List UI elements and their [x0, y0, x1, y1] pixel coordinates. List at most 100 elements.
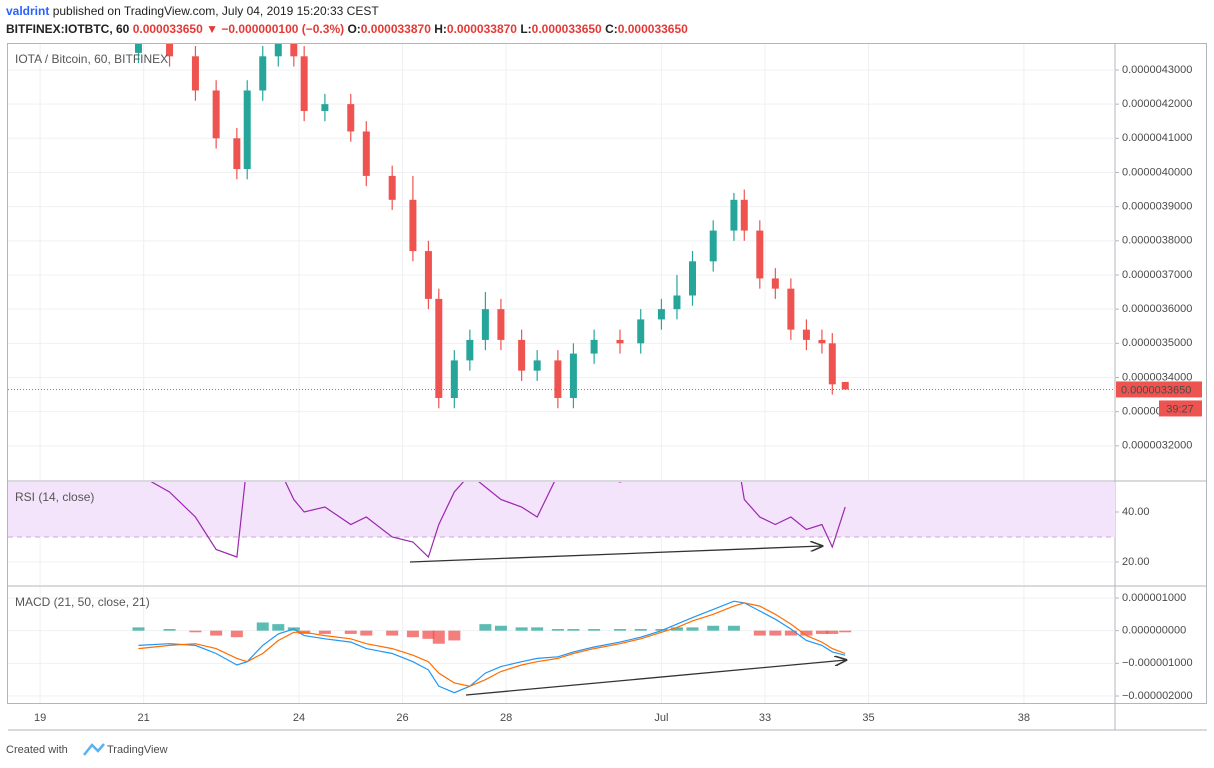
histogram-bar [769, 630, 782, 636]
candle-body [259, 56, 267, 91]
candle-body [771, 278, 779, 289]
ohlc-label: H: [434, 22, 447, 36]
histogram-bar [655, 629, 668, 631]
histogram-bar [494, 625, 507, 631]
ohlc-value: 0.000033870 [361, 22, 431, 36]
histogram-bar [815, 630, 828, 634]
candle-body [828, 343, 836, 385]
header-line-2: BITFINEX:IOTBTC, 60 0.000033650 ▼ −0.000… [6, 22, 688, 36]
header-line-1: valdrint published on TradingView.com, J… [6, 4, 379, 18]
candle-body [166, 44, 174, 57]
histogram-bar [432, 630, 445, 644]
y-tick-label: 0.0000037000 [1122, 269, 1192, 281]
rsi-band [8, 482, 1115, 537]
panel-title: RSI (14, close) [15, 490, 94, 504]
ohlc-label: O: [347, 22, 360, 36]
last-price-tag [1116, 381, 1202, 398]
footer-brand[interactable]: TradingView [107, 744, 168, 756]
histogram-bar [515, 627, 528, 631]
histogram-bar [163, 629, 176, 631]
y-tick-label: −0.000002000 [1122, 690, 1193, 702]
candle-body [688, 261, 696, 296]
histogram-bar [230, 630, 243, 638]
candle-body [740, 199, 748, 231]
candle-body [321, 104, 329, 111]
histogram-bar [132, 627, 145, 631]
histogram-bar [567, 629, 580, 631]
candle-body [802, 329, 810, 340]
histogram-bar [800, 630, 813, 636]
panel-title: MACD (21, 50, close, 21) [15, 595, 150, 609]
y-tick-label: 0.0000042000 [1122, 98, 1192, 110]
histogram-bar [479, 624, 492, 631]
histogram-bar [707, 625, 720, 631]
candle-body [362, 131, 370, 176]
histogram-bar [210, 630, 223, 636]
author: valdrint [6, 4, 49, 18]
ohlc-value: 0.000033870 [447, 22, 517, 36]
y-tick-label: 0.0000036000 [1122, 303, 1192, 315]
price-panel [8, 44, 1115, 409]
divergence-arrow [409, 546, 822, 563]
candle-body [657, 309, 665, 320]
rsi-panel [8, 482, 1115, 559]
histogram-bar [360, 630, 373, 636]
series-line [138, 600, 846, 694]
candle-body [435, 298, 443, 398]
histogram-bar [634, 629, 647, 631]
candle-body [730, 199, 738, 231]
countdown: 39:27 [1166, 403, 1194, 415]
symbol: BITFINEX:IOTBTC, 60 [6, 22, 130, 36]
x-tick-label: Jul [654, 712, 668, 724]
candle-body [300, 56, 308, 111]
candle-body [388, 175, 396, 200]
y-tick-label: 20.00 [1122, 556, 1150, 568]
ohlc-value: 0.000033650 [618, 22, 688, 36]
candle-body [497, 309, 505, 340]
histogram-bar [256, 622, 269, 631]
y-tick-label: 0.0000041000 [1122, 132, 1192, 144]
x-tick-label: 21 [138, 712, 150, 724]
last-price-label: 0.0000033650 [1121, 384, 1191, 396]
histogram-bar [614, 629, 627, 631]
y-tick-label: 0.0000038000 [1122, 235, 1192, 247]
histogram-bar [422, 630, 435, 639]
y-tick-label: 40.00 [1122, 506, 1150, 518]
histogram-bar [406, 630, 419, 638]
candle-body [424, 251, 432, 299]
brand-logo [83, 743, 105, 756]
candle-body [569, 353, 577, 398]
candle-body [590, 339, 598, 354]
candle-body [841, 381, 849, 390]
panel-title: IOTA / Bitcoin, 60, BITFINEX [15, 52, 168, 66]
histogram-bar [839, 630, 852, 633]
last: 0.000033650 [133, 22, 203, 36]
candle-body [243, 90, 251, 170]
frame [7, 43, 1207, 704]
candle-body [233, 138, 241, 170]
histogram-bar [588, 629, 601, 631]
y-tick-label: 0.0000034000 [1122, 371, 1192, 383]
histogram-bar [784, 630, 797, 636]
ohlc-label: L: [520, 22, 531, 36]
candle-body [554, 360, 562, 398]
candle-body [756, 230, 764, 279]
footer-text: Created with [6, 744, 68, 756]
y-tick-label: 0.000001000 [1122, 592, 1186, 604]
countdown-tag [1159, 400, 1202, 417]
y-tick-label: 0.0000039000 [1122, 201, 1192, 213]
x-tick-label: 19 [34, 712, 46, 724]
y-tick-label: 0.0000032000 [1122, 440, 1192, 452]
ohlc-value: 0.000033650 [532, 22, 602, 36]
histogram-bar [318, 630, 331, 634]
published: published on TradingView.com, July 04, 2… [53, 4, 380, 18]
histogram-bar [727, 625, 740, 631]
candle-body [191, 56, 199, 91]
candle-body [673, 295, 681, 310]
candle-body [637, 319, 645, 344]
histogram-bar [386, 630, 399, 636]
histogram-bar [189, 630, 202, 633]
